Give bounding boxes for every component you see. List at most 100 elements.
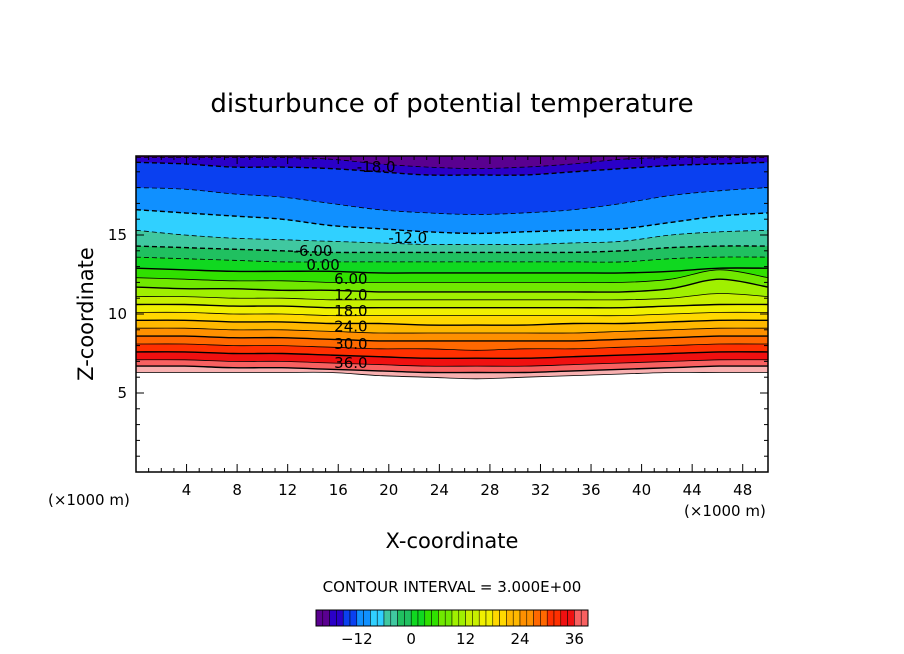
contour-label: 30.0 bbox=[334, 335, 367, 353]
y-tick-label: 15 bbox=[108, 226, 127, 244]
contour-line bbox=[136, 267, 768, 274]
colorbar bbox=[315, 609, 589, 627]
contour-line bbox=[136, 319, 768, 326]
contour-line bbox=[136, 359, 768, 367]
colorbar-cell bbox=[322, 609, 330, 627]
colorbar-cell bbox=[580, 609, 589, 627]
contour-label: 0.00 bbox=[306, 256, 339, 274]
contour-line bbox=[136, 311, 768, 317]
colorbar-cell bbox=[349, 609, 358, 627]
colorbar-cell bbox=[329, 609, 337, 627]
colorbar-cell bbox=[458, 609, 466, 627]
chart-title: disturbunce of potential temperature bbox=[210, 89, 693, 119]
colorbar-cell bbox=[451, 609, 460, 627]
colorbar-cell bbox=[546, 609, 555, 627]
y-axis-ticks: 5 10 15 bbox=[108, 171, 768, 457]
y-tick-label: 10 bbox=[108, 305, 127, 323]
colorbar-tick-label: 12 bbox=[456, 630, 475, 648]
colorbar-cell bbox=[438, 609, 446, 627]
x-tick-label: 8 bbox=[232, 481, 242, 499]
colorbar-cell bbox=[424, 609, 432, 627]
contour-line bbox=[136, 245, 768, 254]
colorbar-cell bbox=[567, 609, 575, 627]
colorbar-cell bbox=[499, 609, 507, 627]
colorbar-tick-label: 36 bbox=[565, 630, 584, 648]
contour-line bbox=[136, 303, 768, 309]
contour-labels: -18.0 -12.0 -6.000.006.0012.018.024.030.03… bbox=[294, 158, 428, 372]
x-tick-label: 16 bbox=[329, 481, 348, 499]
colorbar-cell bbox=[404, 609, 412, 627]
contour-label: 18.0 bbox=[334, 302, 367, 320]
x-tick-label: 48 bbox=[733, 481, 752, 499]
colorbar-cell bbox=[506, 609, 514, 627]
x-tick-label: 12 bbox=[278, 481, 297, 499]
colorbar-cell bbox=[376, 609, 385, 627]
contour-label: -12.0 bbox=[388, 229, 427, 247]
contour-band bbox=[136, 156, 768, 169]
colorbar-tick-label: 0 bbox=[406, 630, 416, 648]
contour-label: -18.0 bbox=[357, 158, 396, 176]
colorbar-cell bbox=[342, 609, 351, 627]
colorbar-cell bbox=[472, 609, 480, 627]
colorbar-cell bbox=[512, 609, 521, 627]
x-tick-label: 20 bbox=[379, 481, 398, 499]
x-tick-label: 44 bbox=[683, 481, 702, 499]
colorbar-cell bbox=[410, 609, 419, 627]
contour-line bbox=[136, 256, 768, 263]
colorbar-cell bbox=[574, 609, 582, 627]
colorbar-cell bbox=[383, 609, 392, 627]
x-axis-ticks: 4 8 12 16 20 24 28 32 36 40 44 48 bbox=[148, 156, 756, 499]
contour-label: 24.0 bbox=[334, 318, 367, 336]
contour-label: 6.00 bbox=[334, 270, 367, 288]
contour-line bbox=[136, 209, 768, 235]
contour-fills bbox=[136, 156, 768, 379]
y-tick-label: 5 bbox=[117, 384, 127, 402]
contour-line bbox=[136, 229, 768, 245]
colorbar-cell bbox=[431, 609, 439, 627]
colorbar-ticks: −12 0 12 24 36 bbox=[341, 630, 584, 648]
colorbar-cell bbox=[336, 609, 344, 627]
colorbar-frame bbox=[315, 609, 589, 627]
colorbar-cell bbox=[485, 609, 494, 627]
colorbar-cell bbox=[478, 609, 487, 627]
y-axis-label: Z-coordinate bbox=[74, 247, 98, 381]
colorbar-cell bbox=[540, 609, 548, 627]
colorbar-tick-label: −12 bbox=[341, 630, 373, 648]
contour-line bbox=[136, 278, 768, 293]
colorbar-cell bbox=[444, 609, 453, 627]
x-tick-label: 4 bbox=[182, 481, 192, 499]
contour-line bbox=[136, 335, 768, 342]
colorbar-cell bbox=[390, 609, 398, 627]
contour-line bbox=[136, 351, 768, 360]
x-axis-label: X-coordinate bbox=[386, 529, 519, 553]
colorbar-cell bbox=[356, 609, 364, 627]
colorbar-cell bbox=[526, 609, 534, 627]
colorbar-cell bbox=[560, 609, 568, 627]
colorbar-cell bbox=[417, 609, 426, 627]
contour-line bbox=[136, 161, 768, 176]
colorbar-cell bbox=[492, 609, 500, 627]
colorbar-cell bbox=[397, 609, 405, 627]
x-tick-label: 28 bbox=[480, 481, 499, 499]
contour-label: 12.0 bbox=[334, 286, 367, 304]
colorbar-cell bbox=[519, 609, 528, 627]
x-tick-label: 36 bbox=[581, 481, 600, 499]
contour-interval-text: CONTOUR INTERVAL = 3.000E+00 bbox=[323, 578, 582, 596]
colorbar-cell bbox=[363, 609, 371, 627]
contour-line bbox=[136, 365, 768, 374]
x-tick-label: 32 bbox=[531, 481, 550, 499]
contour-line bbox=[136, 327, 768, 334]
contour-line bbox=[136, 269, 768, 284]
contour-label: 36.0 bbox=[334, 354, 367, 372]
x-unit-right: (×1000 m) bbox=[684, 502, 766, 520]
x-tick-label: 40 bbox=[632, 481, 651, 499]
colorbar-tick-label: 24 bbox=[510, 630, 529, 648]
contour-line bbox=[136, 371, 768, 380]
contour-label: -6.00 bbox=[294, 242, 333, 260]
colorbar-cell bbox=[370, 609, 378, 627]
x-tick-label: 24 bbox=[430, 481, 449, 499]
colorbar-cell bbox=[533, 609, 541, 627]
contour-line bbox=[136, 343, 768, 351]
contour-band bbox=[136, 156, 768, 215]
